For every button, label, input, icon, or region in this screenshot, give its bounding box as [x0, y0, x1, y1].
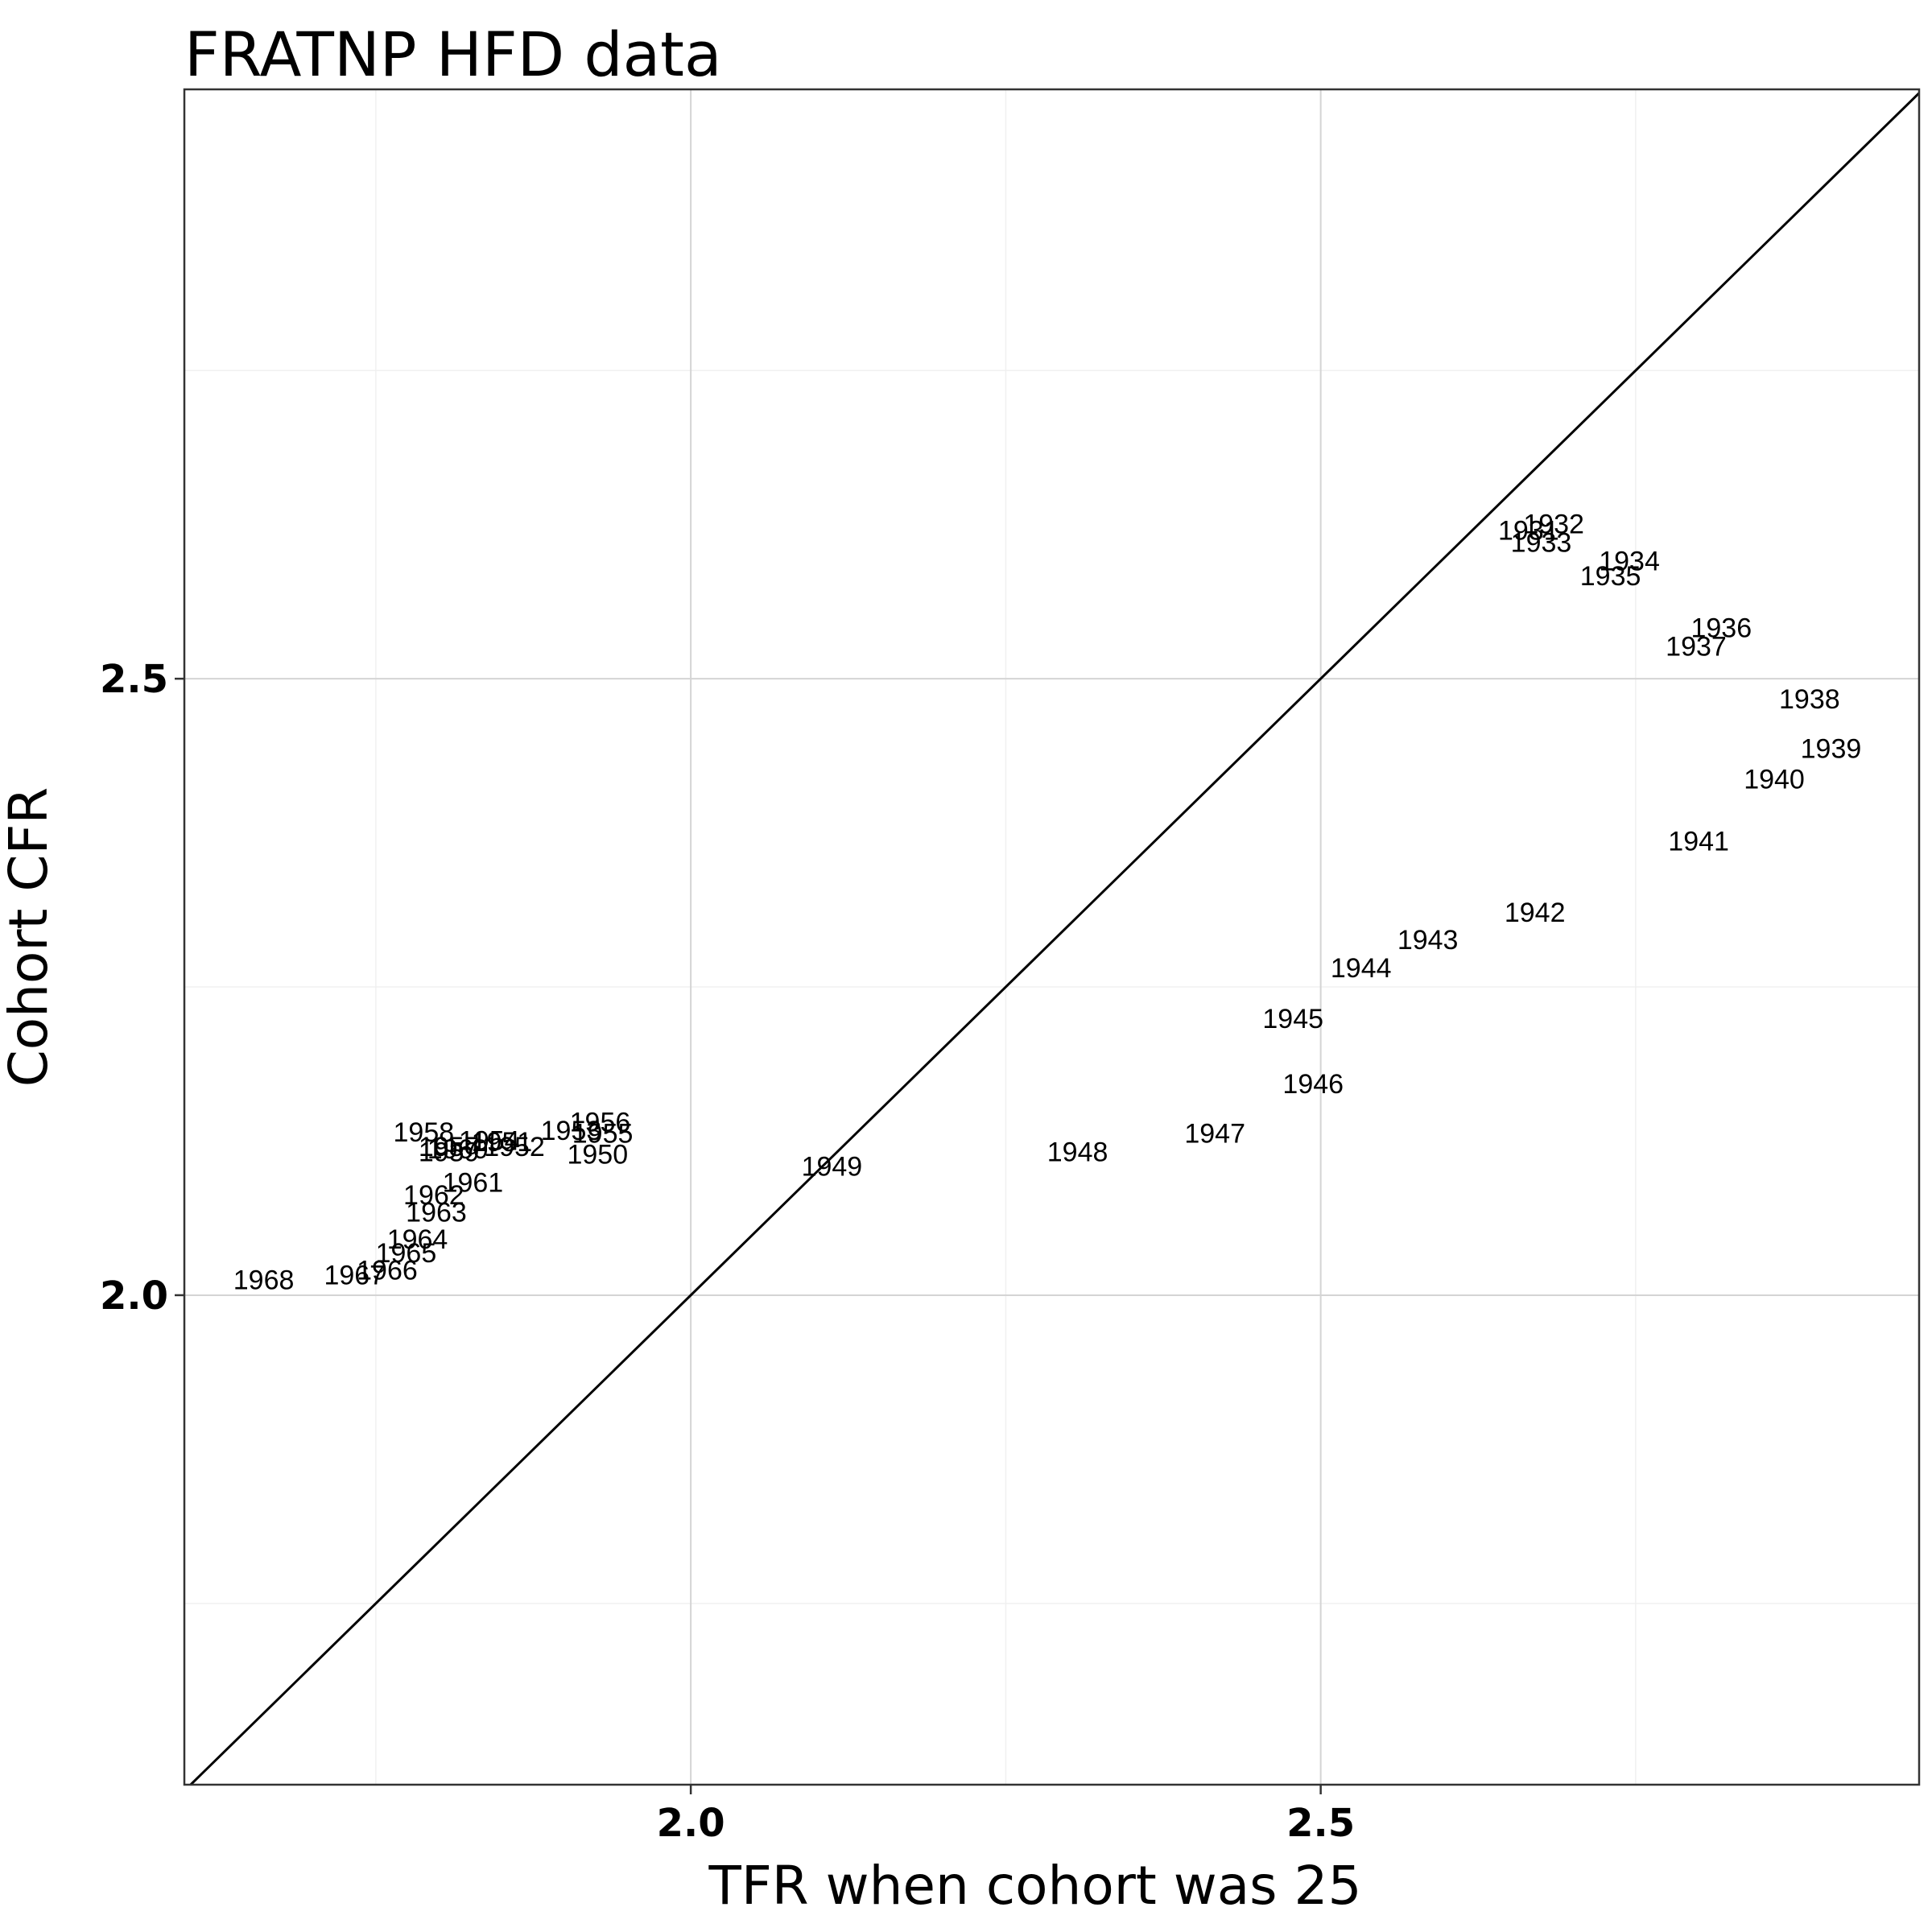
point-label-1962: 1962	[403, 1180, 464, 1211]
chart-title: FRATNP HFD data	[184, 19, 722, 90]
point-label-1931: 1931	[1498, 515, 1559, 546]
point-label-1955: 1955	[572, 1118, 634, 1149]
point-label-1956: 1956	[570, 1108, 631, 1138]
point-label-1947: 1947	[1184, 1118, 1245, 1149]
y-axis-ticks: 2.0 2.5	[100, 657, 184, 1319]
point-label-1941: 1941	[1668, 826, 1729, 857]
point-label-1949: 1949	[802, 1152, 863, 1183]
point-label-1932: 1932	[1523, 510, 1584, 540]
point-label-1959: 1959	[419, 1137, 480, 1167]
point-label-1964: 1964	[387, 1224, 448, 1255]
point-label-1945: 1945	[1262, 1004, 1323, 1034]
point-label-1953: 1953	[541, 1116, 602, 1146]
point-label-1942: 1942	[1505, 898, 1566, 928]
point-label-1946: 1946	[1282, 1069, 1344, 1100]
major-gridlines	[184, 89, 1919, 1785]
point-label-1965: 1965	[376, 1238, 437, 1269]
point-label-1943: 1943	[1397, 925, 1459, 956]
point-label-1966: 1966	[357, 1255, 418, 1286]
y-axis-title: Cohort CFR	[0, 787, 60, 1088]
point-label-1952: 1952	[484, 1132, 545, 1162]
x-axis-ticks: 2.0 2.5	[657, 1785, 1355, 1846]
point-label-1967: 1967	[324, 1260, 385, 1290]
x-tick-label: 2.5	[1286, 1801, 1355, 1846]
point-label-1938: 1938	[1779, 684, 1840, 715]
point-label-1957: 1957	[419, 1132, 480, 1162]
point-label-1958: 1958	[394, 1117, 455, 1148]
x-axis-title: TFR when cohort was 25	[708, 1855, 1362, 1917]
y-tick-label: 2.5	[100, 657, 168, 702]
point-label-1954: 1954	[459, 1125, 520, 1156]
point-label-1948: 1948	[1047, 1137, 1108, 1167]
identity-line	[189, 92, 1921, 1786]
point-label-1963: 1963	[406, 1197, 467, 1228]
point-label-1940: 1940	[1744, 765, 1805, 795]
point-label-1935: 1935	[1580, 561, 1641, 592]
y-tick-label: 2.0	[100, 1274, 168, 1319]
point-label-1933: 1933	[1511, 528, 1572, 559]
point-label-1961: 1961	[443, 1168, 504, 1199]
point-label-1960: 1960	[427, 1134, 489, 1165]
point-label-1939: 1939	[1801, 733, 1862, 764]
point-label-1944: 1944	[1331, 953, 1392, 984]
point-label-1951: 1951	[472, 1127, 533, 1158]
point-label-1950: 1950	[567, 1139, 628, 1170]
plot-panel	[184, 89, 1919, 1785]
point-label-1934: 1934	[1599, 547, 1660, 577]
point-label-1968: 1968	[233, 1265, 295, 1296]
point-label-1937: 1937	[1666, 631, 1727, 662]
point-label-1936: 1936	[1690, 613, 1752, 643]
plot-panel-border	[183, 88, 1921, 1786]
x-tick-label: 2.0	[657, 1801, 725, 1846]
